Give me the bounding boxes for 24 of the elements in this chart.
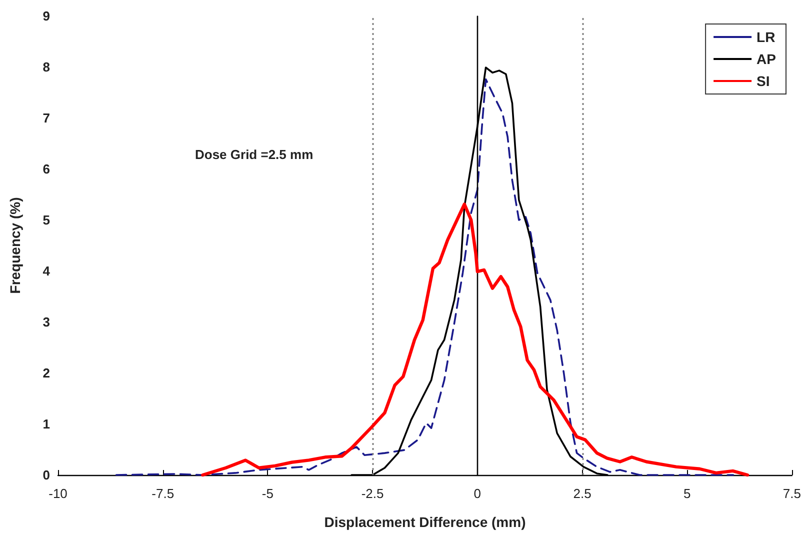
legend-label: AP	[756, 51, 776, 67]
x-tick-label: -10	[48, 486, 68, 501]
y-tick-label: 5	[42, 212, 50, 228]
y-tick-label: 2	[42, 366, 50, 380]
y-tick-label: 4	[42, 264, 51, 278]
x-tick-label: 7.5	[782, 486, 802, 501]
x-axis-title: Displacement Difference (mm)	[324, 514, 526, 530]
annotation: Dose Grid =2.5 mm	[195, 147, 314, 162]
x-tick-label: -7.5	[152, 486, 174, 501]
y-tick-label: 0	[42, 468, 50, 482]
y-axis-title: Frequency (%)	[7, 197, 23, 294]
y-tick-label: 8	[42, 60, 50, 74]
y-tick-label: 6	[42, 162, 50, 176]
x-tick-label: 2.5	[573, 486, 592, 501]
x-tick-label: -5	[262, 486, 274, 501]
y-tick-label: 9	[42, 8, 50, 24]
y-tick-label: 1	[42, 416, 50, 432]
y-tick-label: 3	[42, 314, 50, 330]
x-tick-label: 0	[474, 486, 482, 501]
legend-label: SI	[756, 73, 770, 89]
legend-label: LR	[756, 29, 776, 45]
y-tick-label: 7	[42, 110, 50, 126]
x-tick-label: -2.5	[361, 486, 384, 501]
x-tick-label: 5	[683, 486, 691, 501]
